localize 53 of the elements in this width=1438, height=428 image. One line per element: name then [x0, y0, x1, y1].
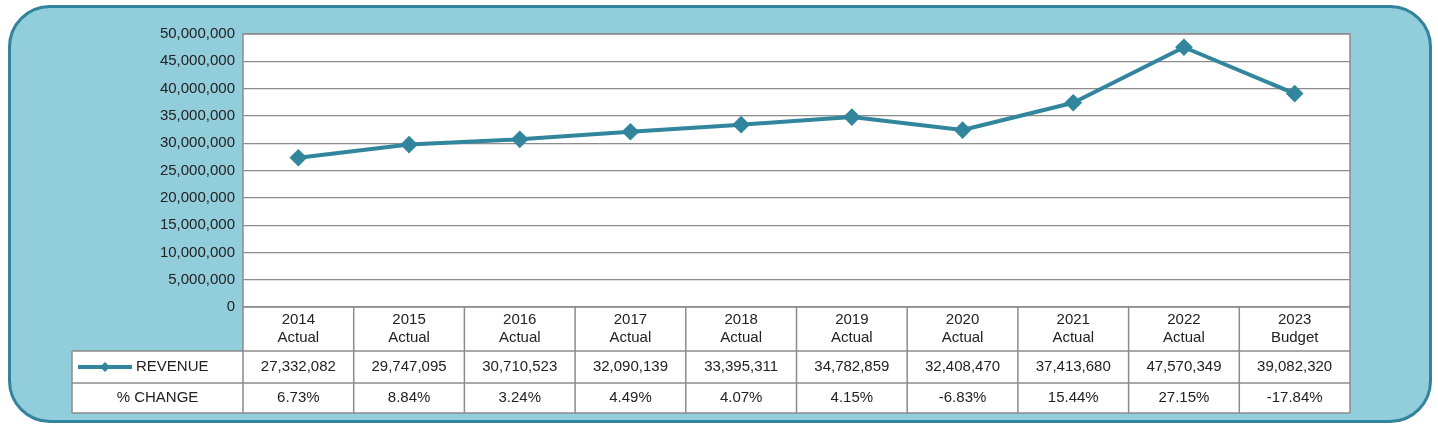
point	[1175, 39, 1192, 56]
data-label: 47,570,349	[1146, 357, 1222, 375]
point	[622, 123, 639, 140]
x-tick-label: 2017 Actual	[609, 310, 652, 346]
y-tick-label: 15,000,000	[159, 215, 235, 233]
text: % CHANGE	[116, 388, 199, 406]
text: 6.73%	[277, 388, 320, 406]
point	[843, 109, 860, 126]
text: 4.07%	[719, 388, 763, 406]
text: 4.15%	[830, 388, 874, 406]
y-tick-label: 20,000,000	[159, 187, 235, 205]
x-tick-label: 2016 Actual	[498, 310, 541, 346]
x-tick-label: 2019 Actual	[831, 310, 873, 346]
data-label: 39,082,320	[1257, 357, 1333, 375]
data-label: 30,710,523	[482, 357, 558, 375]
data-label: 29,747,095	[371, 357, 447, 375]
point	[290, 149, 307, 166]
x-tick-label: 2022 Actual	[1163, 310, 1205, 346]
text: -6.83%	[938, 388, 987, 406]
x-tick-label: 2020 Actual	[941, 310, 984, 346]
y-tick-label: 35,000,000	[159, 106, 235, 124]
x-tick-label: 2018 Actual	[720, 310, 762, 346]
data-label: 33,395,311	[704, 357, 779, 375]
text: 3.24%	[498, 388, 542, 406]
x-tick-label: 2021 Actual	[1052, 310, 1095, 346]
x-tick-label: 2015 Actual	[388, 310, 430, 346]
y-tick-label: 30,000,000	[159, 133, 235, 151]
point	[954, 122, 971, 139]
point	[733, 116, 750, 133]
text: 27.15%	[1158, 388, 1210, 406]
y-tick-label: 45,000,000	[159, 51, 235, 69]
x-tick-label: 2014 Actual	[277, 310, 320, 346]
text: 4.49%	[609, 388, 652, 406]
y-tick-label: 10,000,000	[159, 242, 235, 260]
text: 15.44%	[1047, 388, 1099, 406]
y-tick-label: 50,000,000	[159, 24, 235, 42]
data-label: 27,332,082	[260, 357, 336, 375]
point	[511, 131, 528, 148]
text: -17.84%	[1266, 388, 1323, 406]
data-label: 32,090,139	[592, 357, 668, 375]
data-label: 34,782,859	[814, 357, 890, 375]
y-tick-label: 5,000,000	[168, 269, 235, 287]
x-tick-label: 2023 Budget	[1270, 310, 1320, 346]
y-tick-label: 40,000,000	[159, 78, 235, 96]
legend-label: REVENUE	[136, 357, 209, 375]
point	[401, 136, 418, 153]
data-label: 32,408,470	[925, 357, 1001, 375]
point	[1286, 85, 1303, 102]
point	[1065, 94, 1082, 111]
y-tick-label: 0	[226, 297, 235, 315]
y-tick-label: 25,000,000	[159, 160, 235, 178]
data-label: 37,413,680	[1035, 357, 1111, 375]
text: 8.84%	[387, 388, 431, 406]
